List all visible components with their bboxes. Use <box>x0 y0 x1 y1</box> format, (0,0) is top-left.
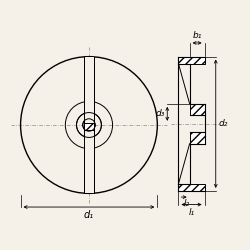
Text: b₁: b₁ <box>192 31 202 40</box>
Text: d₂: d₂ <box>218 119 228 128</box>
Polygon shape <box>84 57 94 193</box>
Text: l₁: l₁ <box>188 208 194 216</box>
Polygon shape <box>178 57 204 64</box>
Text: d₃: d₃ <box>156 109 165 118</box>
Polygon shape <box>178 184 204 191</box>
Polygon shape <box>84 122 94 130</box>
Text: d₁: d₁ <box>84 210 94 220</box>
Polygon shape <box>190 132 204 144</box>
Polygon shape <box>190 104 204 115</box>
Text: l₂: l₂ <box>184 199 190 208</box>
